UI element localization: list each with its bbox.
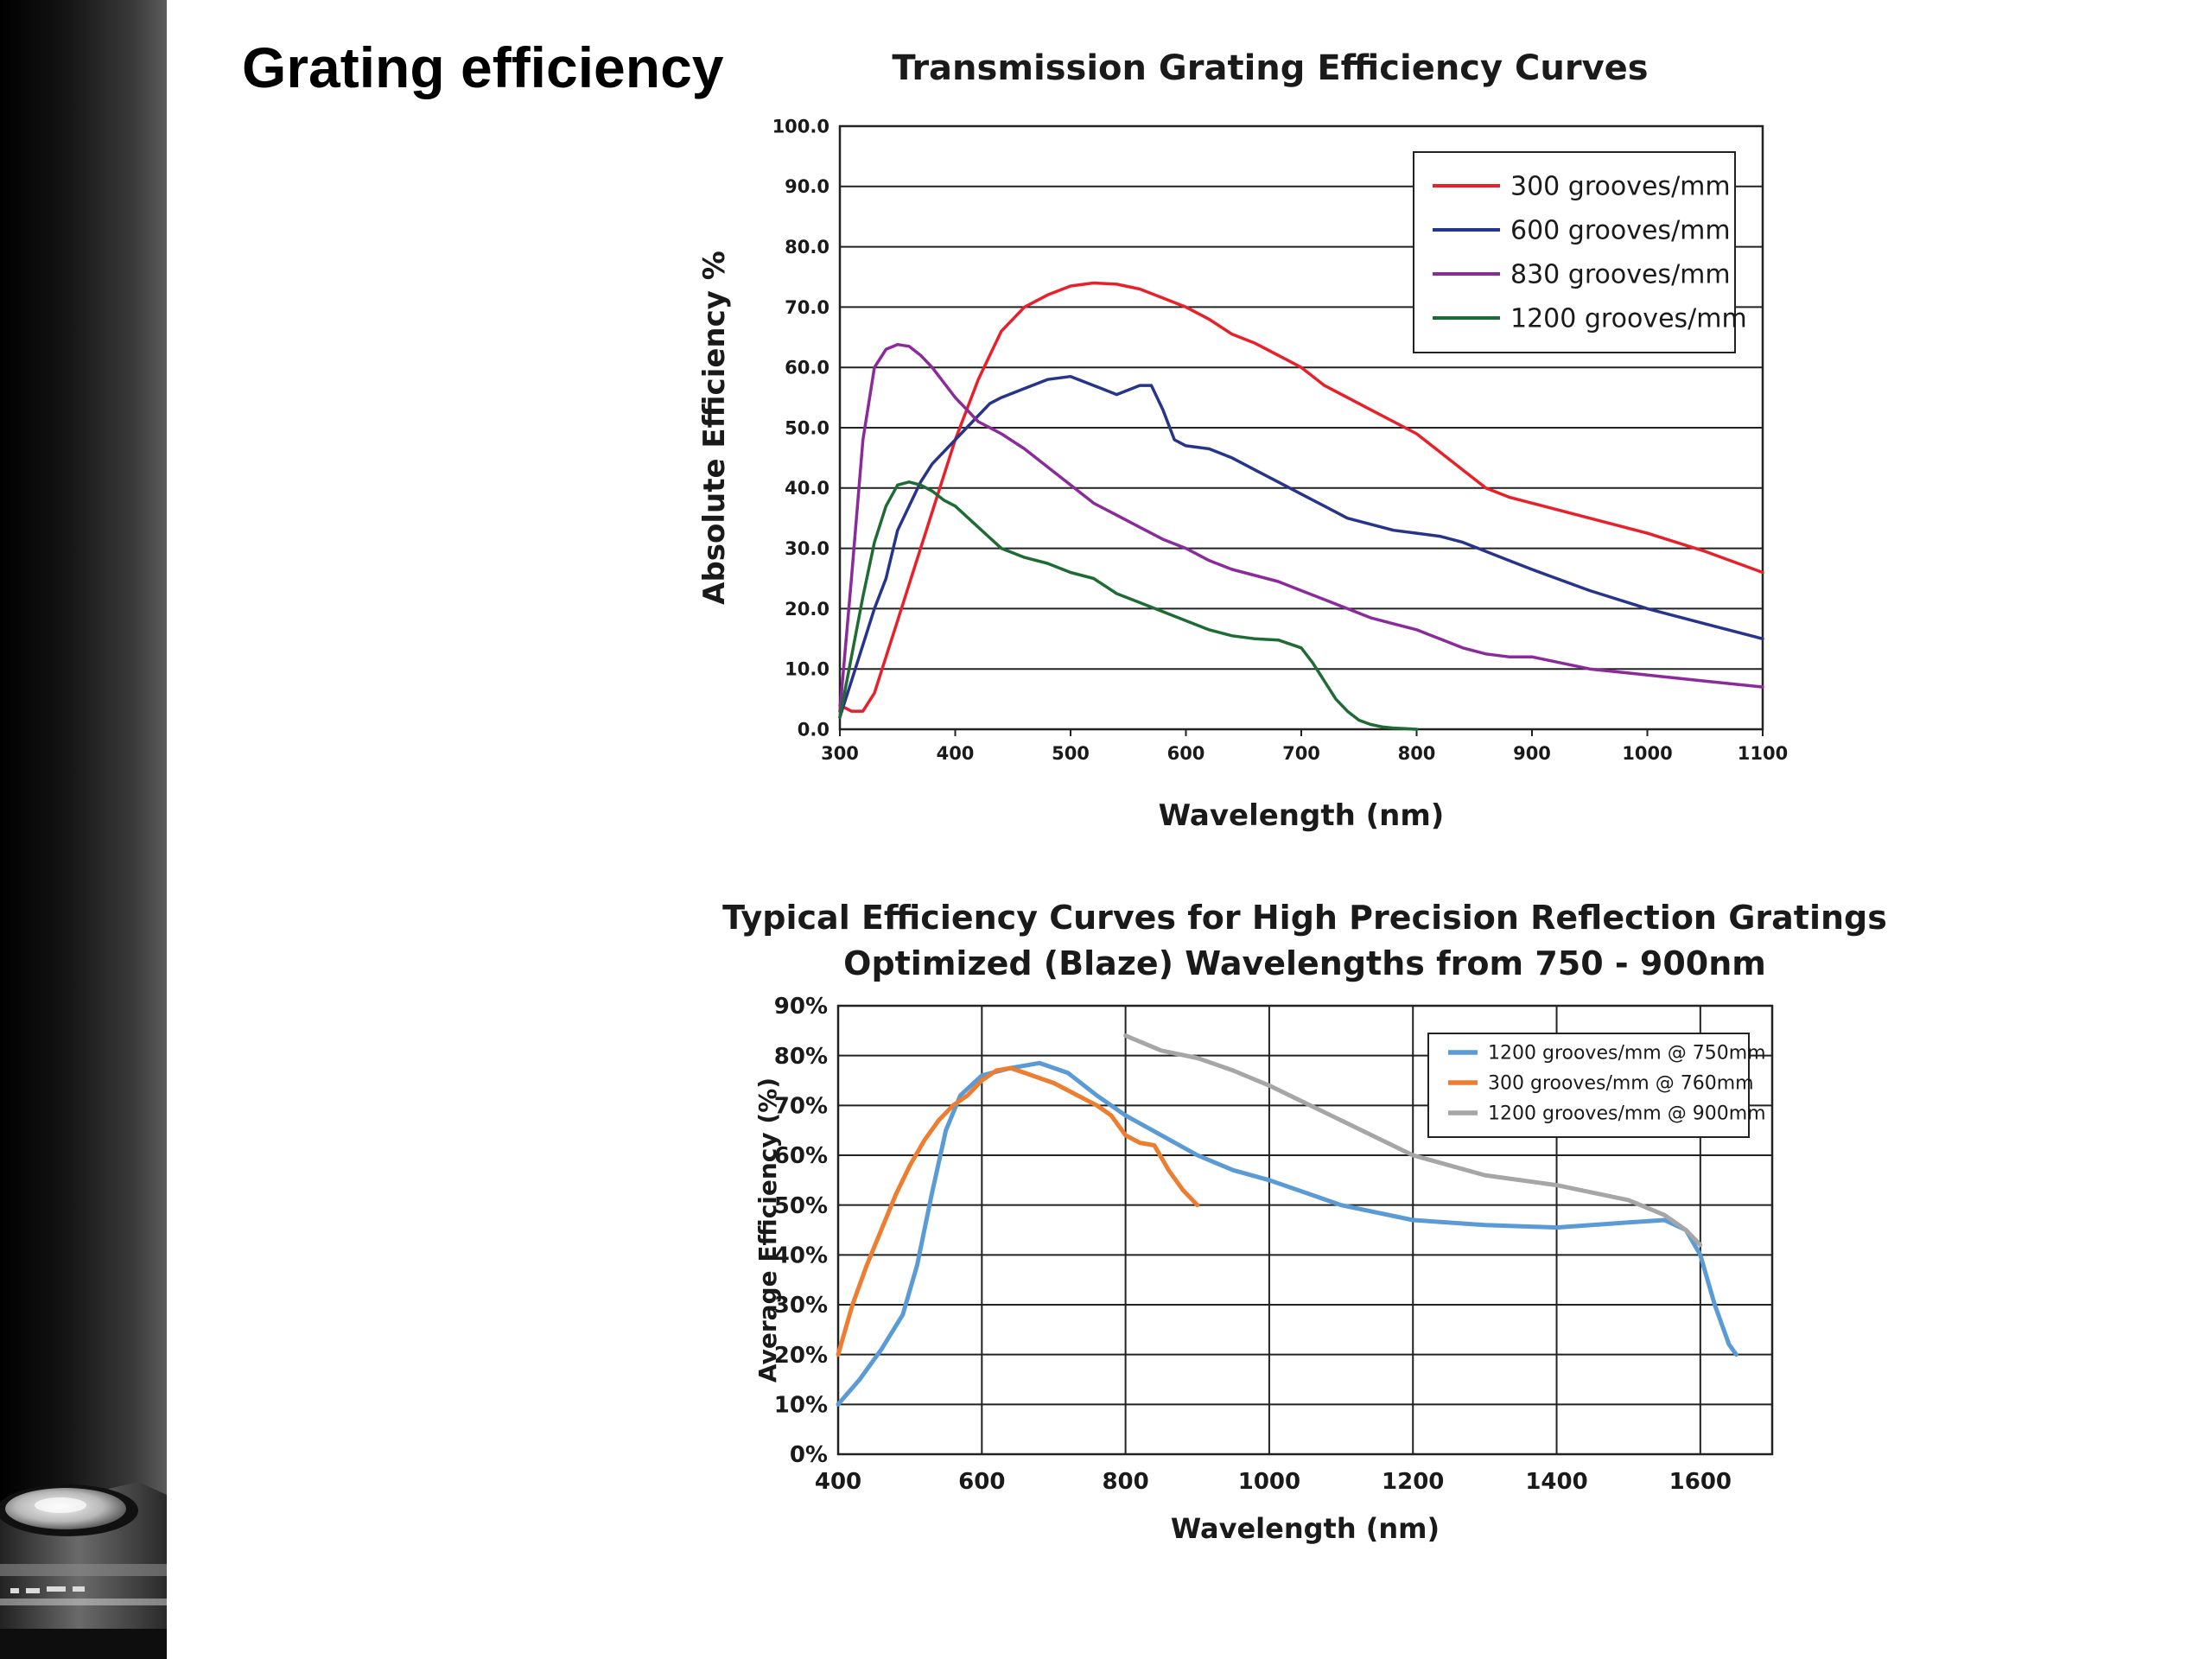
chart-title: Typical Efficiency Curves for High Preci… [722,899,1887,937]
x-tick-label: 900 [1513,743,1551,764]
x-tick-label: 400 [815,1469,861,1495]
y-tick-label: 60.0 [785,358,830,378]
x-tick-label: 500 [1052,743,1090,764]
y-tick-label: 10.0 [785,659,830,680]
legend-label: 1200 grooves/mm @ 750mm [1488,1043,1766,1065]
chart-2: Typical Efficiency Curves for High Preci… [722,899,1887,1545]
series-line-4 [838,480,1419,731]
y-tick-label: 60% [774,1143,828,1169]
x-axis-label: Wavelength (nm) [1159,798,1445,833]
y-tick-label: 100.0 [772,116,830,137]
y-tick-label: 10% [774,1392,828,1418]
plot-area-border [838,124,1764,731]
series-line-2 [836,1065,1200,1357]
x-tick-label: 1600 [1669,1469,1732,1495]
x-axis-label: Wavelength (nm) [1171,1512,1440,1545]
chart-legend: 300 grooves/mm 600 grooves/mm 830 grooves/… [1413,151,1747,353]
x-tick-label: 1400 [1525,1469,1587,1495]
x-tick-label: 800 [1398,743,1436,764]
y-tick-label: 20% [774,1343,828,1369]
legend-label: 1200 grooves/mm @ 900mm [1488,1103,1766,1125]
y-axis-label: Average Efficiency (%) [753,1077,782,1382]
y-tick-label: 70% [774,1093,828,1119]
y-tick-label: 0.0 [798,719,830,740]
x-tick-label: 1200 [1382,1469,1444,1495]
legend-label: 1200 grooves/mm [1510,304,1747,334]
x-tick-label: 1000 [1622,743,1672,764]
y-tick-label: 40.0 [785,478,830,499]
y-tick-label: 30% [774,1293,828,1319]
y-tick-label: 90% [774,994,828,1020]
legend-label: 300 grooves/mm @ 760mm [1488,1073,1754,1095]
y-tick-label: 30.0 [785,538,830,559]
y-tick-label: 20.0 [785,599,830,620]
sidebar-gradient [0,0,167,1659]
y-tick-label: 40% [774,1243,828,1268]
y-tick-label: 0% [790,1442,828,1468]
series-line-3 [838,342,1764,713]
plot-area-border [836,1004,1774,1456]
x-tick-label: 600 [1167,743,1205,764]
chart-title: Transmission Grating Efficiency Curves [892,48,1648,88]
y-tick-label: 50.0 [785,417,830,438]
slide-title: Grating efficiency [242,35,724,99]
legend-label: 600 grooves/mm [1510,216,1731,246]
legend-label: 300 grooves/mm [1510,172,1731,202]
x-tick-label: 400 [937,743,975,764]
camera-lens-icon [0,1482,167,1659]
x-tick-label: 1100 [1738,743,1788,764]
chart-subtitle: Optimized (Blaze) Wavelengths from 750 -… [843,944,1766,982]
x-tick-label: 600 [958,1469,1005,1495]
x-tick-label: 700 [1282,743,1320,764]
y-axis-label: Absolute Efficiency % [697,251,732,605]
chart-legend: 1200 grooves/mm @ 750mm 300 grooves/mm @ … [1427,1033,1766,1138]
series-line-3 [1123,1033,1703,1248]
y-tick-label: 80% [774,1044,828,1070]
series-line-1 [836,1060,1738,1407]
x-tick-label: 1000 [1238,1469,1300,1495]
y-tick-label: 80.0 [785,237,830,257]
legend-label: 830 grooves/mm [1510,260,1731,290]
x-tick-label: 300 [821,743,859,764]
chart-1: Transmission Grating Efficiency Curves 0.… [697,48,1788,833]
x-tick-label: 800 [1102,1469,1148,1495]
y-tick-label: 90.0 [785,176,830,197]
y-tick-label: 50% [774,1193,828,1219]
legend-box [1427,1033,1750,1138]
series-line-1 [838,281,1764,713]
y-tick-label: 70.0 [785,297,830,318]
